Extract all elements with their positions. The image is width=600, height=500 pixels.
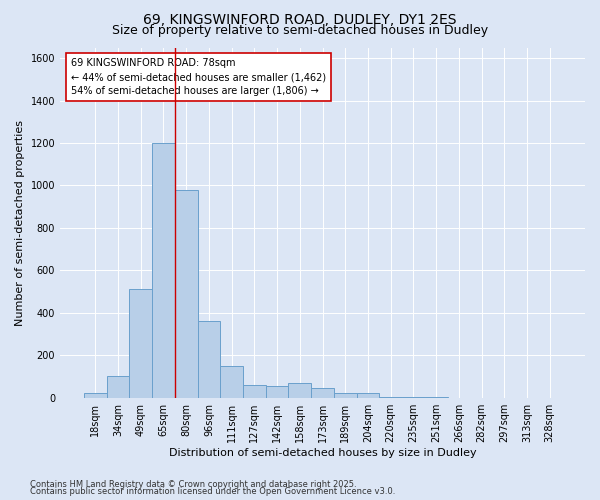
Text: 69, KINGSWINFORD ROAD, DUDLEY, DY1 2ES: 69, KINGSWINFORD ROAD, DUDLEY, DY1 2ES xyxy=(143,12,457,26)
Bar xyxy=(84,394,107,398)
Y-axis label: Number of semi-detached properties: Number of semi-detached properties xyxy=(15,120,25,326)
Bar xyxy=(243,385,266,398)
Text: Contains public sector information licensed under the Open Government Licence v3: Contains public sector information licen… xyxy=(30,487,395,496)
Bar xyxy=(311,388,334,398)
X-axis label: Distribution of semi-detached houses by size in Dudley: Distribution of semi-detached houses by … xyxy=(169,448,476,458)
Text: Contains HM Land Registry data © Crown copyright and database right 2025.: Contains HM Land Registry data © Crown c… xyxy=(30,480,356,489)
Bar xyxy=(356,394,379,398)
Text: 69 KINGSWINFORD ROAD: 78sqm
← 44% of semi-detached houses are smaller (1,462)
54: 69 KINGSWINFORD ROAD: 78sqm ← 44% of sem… xyxy=(71,58,326,96)
Bar xyxy=(402,396,425,398)
Bar xyxy=(289,383,311,398)
Bar xyxy=(379,396,402,398)
Bar xyxy=(152,143,175,398)
Bar xyxy=(220,366,243,398)
Bar xyxy=(334,394,356,398)
Bar xyxy=(175,190,197,398)
Bar xyxy=(130,290,152,398)
Bar xyxy=(266,386,289,398)
Text: Size of property relative to semi-detached houses in Dudley: Size of property relative to semi-detach… xyxy=(112,24,488,37)
Bar xyxy=(107,376,130,398)
Bar xyxy=(197,322,220,398)
